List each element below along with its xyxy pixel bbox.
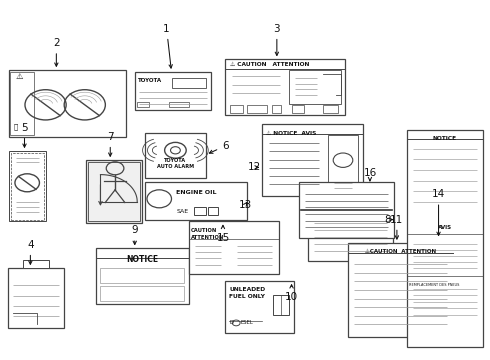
Text: TOYOTA: TOYOTA bbox=[138, 78, 162, 84]
Bar bbox=[9, 151, 46, 221]
Bar bbox=[225, 281, 294, 333]
Bar bbox=[308, 212, 393, 261]
Bar bbox=[230, 105, 243, 113]
Bar bbox=[23, 260, 49, 268]
Bar bbox=[299, 182, 394, 238]
Text: 5: 5 bbox=[21, 123, 28, 147]
Bar bbox=[348, 243, 453, 337]
Text: CAUTION: CAUTION bbox=[191, 228, 218, 233]
Text: ESEL: ESEL bbox=[240, 320, 253, 325]
Text: 2: 2 bbox=[53, 38, 60, 66]
Text: 10: 10 bbox=[285, 285, 298, 302]
Text: 12: 12 bbox=[248, 162, 262, 172]
Text: NOTICE: NOTICE bbox=[126, 255, 158, 264]
Text: 8: 8 bbox=[384, 215, 393, 225]
Text: 1: 1 bbox=[163, 24, 172, 68]
Bar bbox=[88, 162, 140, 221]
Text: ENGINE OIL: ENGINE OIL bbox=[176, 190, 217, 195]
Bar bbox=[11, 153, 44, 220]
Bar bbox=[145, 182, 247, 220]
Bar bbox=[100, 268, 184, 283]
Bar bbox=[9, 70, 126, 137]
Bar bbox=[145, 133, 206, 178]
Bar bbox=[328, 135, 358, 193]
Text: 📖: 📖 bbox=[14, 124, 18, 130]
Text: 6: 6 bbox=[209, 141, 229, 153]
Text: 4: 4 bbox=[27, 240, 34, 264]
Bar bbox=[169, 102, 189, 107]
Bar bbox=[189, 221, 279, 274]
Bar bbox=[262, 124, 363, 196]
Text: ⚠ NOTICE  AVIS: ⚠ NOTICE AVIS bbox=[266, 131, 317, 136]
Bar bbox=[247, 105, 267, 113]
Text: D: D bbox=[229, 320, 233, 325]
Bar bbox=[135, 72, 211, 110]
Text: TOYOTA
AUTO ALARM: TOYOTA AUTO ALARM bbox=[157, 158, 194, 169]
Bar bbox=[225, 59, 345, 115]
Bar bbox=[407, 130, 483, 347]
Bar bbox=[10, 72, 34, 135]
Bar bbox=[208, 207, 218, 215]
Bar bbox=[273, 295, 289, 315]
Text: 16: 16 bbox=[363, 168, 377, 181]
Bar bbox=[292, 105, 304, 113]
Text: REMPLACEMENT DES PNEUS: REMPLACEMENT DES PNEUS bbox=[409, 283, 460, 287]
Bar bbox=[194, 207, 206, 215]
Bar bbox=[8, 268, 64, 328]
Text: 11: 11 bbox=[390, 215, 404, 239]
Text: 13: 13 bbox=[238, 200, 252, 210]
Bar bbox=[323, 105, 338, 113]
Text: ATTENTION: ATTENTION bbox=[191, 235, 224, 240]
Text: 7: 7 bbox=[107, 132, 114, 156]
Text: ⚠CAUTION  ATTENTION: ⚠CAUTION ATTENTION bbox=[365, 249, 436, 255]
Text: NOTICE: NOTICE bbox=[433, 136, 457, 141]
Bar bbox=[86, 160, 142, 223]
Text: UNLEADED
FUEL ONLY: UNLEADED FUEL ONLY bbox=[229, 287, 266, 299]
Text: 15: 15 bbox=[216, 225, 230, 243]
Text: 9: 9 bbox=[131, 225, 138, 244]
Text: AVIS: AVIS bbox=[438, 225, 452, 230]
Text: ⚠ CAUTION   ATTENTION: ⚠ CAUTION ATTENTION bbox=[230, 62, 310, 67]
Bar bbox=[272, 105, 281, 113]
Bar bbox=[96, 248, 189, 304]
Bar bbox=[137, 102, 149, 107]
Bar bbox=[172, 78, 206, 88]
Text: 3: 3 bbox=[273, 24, 280, 55]
Text: 14: 14 bbox=[432, 189, 445, 235]
Text: SAE: SAE bbox=[176, 209, 189, 214]
Text: ⚠: ⚠ bbox=[15, 72, 23, 81]
Bar bbox=[289, 70, 341, 104]
Bar bbox=[100, 286, 184, 301]
